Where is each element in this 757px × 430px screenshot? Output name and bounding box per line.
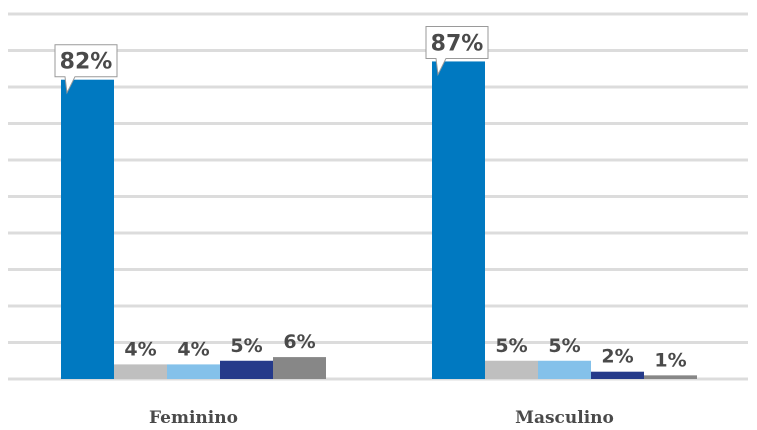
bar [220, 360, 273, 379]
category-label: Masculino [515, 408, 614, 428]
bar [644, 375, 697, 379]
data-label: 5% [495, 335, 527, 357]
bar [485, 360, 538, 379]
bar [538, 360, 591, 379]
bar [61, 79, 114, 379]
callout-box [54, 44, 118, 95]
bar [591, 371, 644, 379]
data-labels: 82% 4% 4% 5% 6% 87% 5% 5% 2% 1% [54, 25, 687, 371]
data-label: 2% [601, 346, 633, 368]
data-label: 87% [431, 31, 484, 56]
data-label: 5% [548, 335, 580, 357]
data-label: 4% [124, 338, 156, 360]
bar [167, 364, 220, 379]
data-label: 4% [177, 338, 209, 360]
bar [432, 61, 485, 379]
bar [114, 364, 167, 379]
callout-box [425, 25, 489, 77]
data-label: 82% [60, 50, 113, 75]
gridlines [8, 12, 748, 381]
data-label: 5% [230, 335, 262, 357]
data-label: 6% [283, 331, 315, 353]
bar [273, 357, 326, 379]
bars [61, 61, 697, 379]
category-label: Feminino [149, 408, 238, 428]
data-label: 1% [654, 349, 686, 371]
category-labels: Feminino Masculino [149, 408, 614, 428]
